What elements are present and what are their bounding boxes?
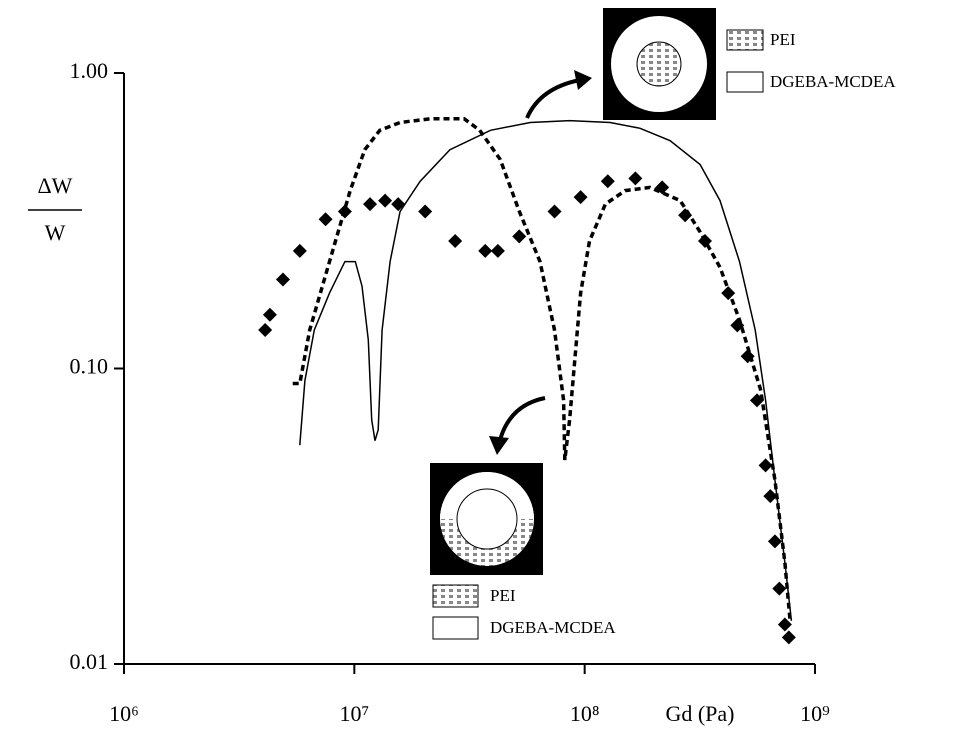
diamond-point <box>418 204 432 218</box>
x-tick-label: 10⁹ <box>800 701 830 726</box>
diamond-point <box>778 618 792 632</box>
diamond-point <box>448 234 462 248</box>
diamond-point <box>378 194 392 208</box>
diamond-point <box>768 534 782 548</box>
diamond-point <box>293 244 307 258</box>
y-tick-label: 0.10 <box>70 354 109 379</box>
diamond-point <box>574 190 588 204</box>
diamond-point <box>772 582 786 596</box>
y-label-numerator: ΔW <box>38 173 73 198</box>
x-tick-label: 10⁷ <box>339 701 369 726</box>
diamond-point <box>678 208 692 222</box>
diamond-point <box>319 212 333 226</box>
diamond-point <box>548 204 562 218</box>
diamond-point <box>628 171 642 185</box>
diamond-point <box>782 630 796 644</box>
diamond-point <box>601 174 615 188</box>
x-tick-label: 10⁶ <box>109 701 139 726</box>
legend-label: PEI <box>490 586 516 605</box>
diamond-point <box>258 323 272 337</box>
diamond-point <box>391 197 405 211</box>
diamond-point <box>512 229 526 243</box>
x-tick-label: 10⁸ <box>570 701 600 726</box>
diamond-point <box>363 197 377 211</box>
diamond-point <box>759 458 773 472</box>
diamond-point <box>478 244 492 258</box>
inset: PEI DGEBA-MCDEA <box>527 8 896 120</box>
y-tick-label: 0.01 <box>70 649 109 674</box>
diamond-point <box>263 308 277 322</box>
legend-label: DGEBA-MCDEA <box>490 618 616 637</box>
inset: PEI DGEBA-MCDEA <box>430 398 616 639</box>
x-label: Gd (Pa) <box>665 701 734 726</box>
y-label-denominator: W <box>45 220 66 245</box>
diamond-point <box>276 273 290 287</box>
diamond-point <box>491 244 505 258</box>
legend-label: PEI <box>770 30 796 49</box>
legend-label: DGEBA-MCDEA <box>770 72 896 91</box>
y-tick-label: 1.00 <box>70 58 109 83</box>
series-line <box>300 121 792 621</box>
chart: ΔW W Gd (Pa) PEI DGEBA-MCDEA PEI DGEBA-M… <box>0 0 972 736</box>
